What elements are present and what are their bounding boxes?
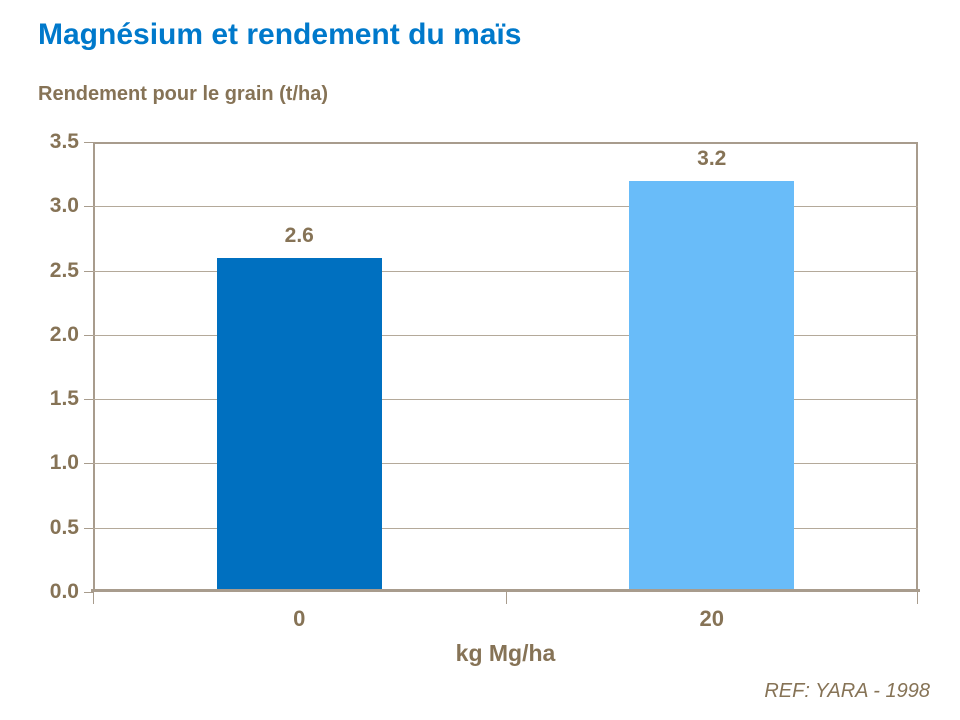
y-tick-3.0 — [84, 206, 93, 208]
y-tick-label: 3.5 — [49, 130, 79, 153]
gridline-1.0 — [93, 463, 918, 465]
gridline-1.5 — [93, 399, 918, 401]
y-tick-3.5 — [84, 142, 93, 143]
y-axis-line — [93, 142, 95, 592]
y-tick-0.5 — [84, 527, 93, 529]
gridline-3.0 — [93, 206, 918, 208]
y-tick-label: 2.5 — [49, 258, 79, 282]
x-tick-2 — [917, 592, 918, 604]
plot-border-top — [93, 142, 918, 144]
x-axis-line — [91, 589, 920, 592]
y-tick-1.0 — [84, 463, 93, 465]
gridline-2.5 — [93, 270, 918, 272]
bar-value-label: 2.6 — [284, 223, 314, 247]
y-axis-unit-label: Rendement pour le grain (t/ha) — [38, 83, 329, 105]
bar-20 — [629, 180, 795, 589]
x-tick-1 — [505, 592, 507, 604]
y-tick-label: 3.0 — [49, 194, 79, 218]
y-tick-label: 2.0 — [49, 322, 79, 346]
x-tick-label: 0 — [293, 606, 306, 631]
gridline-0.5 — [93, 527, 918, 529]
y-tick-2.0 — [84, 334, 93, 336]
plot-area: 0.0 0.5 1.0 1.5 2.0 2.5 3.0 3.5 2.6 0 3.2 20 — [50, 130, 920, 631]
y-tick-label: 1.0 — [49, 451, 79, 475]
x-axis-title: kg Mg/ha — [455, 640, 556, 666]
plot-border-right — [916, 142, 918, 592]
y-tick-label: 1.5 — [49, 387, 79, 411]
x-tick-label: 20 — [699, 606, 724, 631]
gridline-2.0 — [93, 334, 918, 336]
y-tick-0.0 — [84, 592, 93, 593]
y-tick-label: 0.5 — [49, 515, 79, 539]
y-tick-label: 0.0 — [49, 580, 79, 603]
bar-0 — [216, 257, 382, 589]
y-tick-2.5 — [84, 270, 93, 272]
chart-title: Magnésium et rendement du maïs — [38, 18, 522, 51]
y-tick-1.5 — [84, 399, 93, 401]
x-tick-0 — [93, 592, 94, 604]
reference-note: REF: YARA - 1998 — [764, 680, 930, 702]
bar-value-label: 3.2 — [697, 146, 727, 170]
